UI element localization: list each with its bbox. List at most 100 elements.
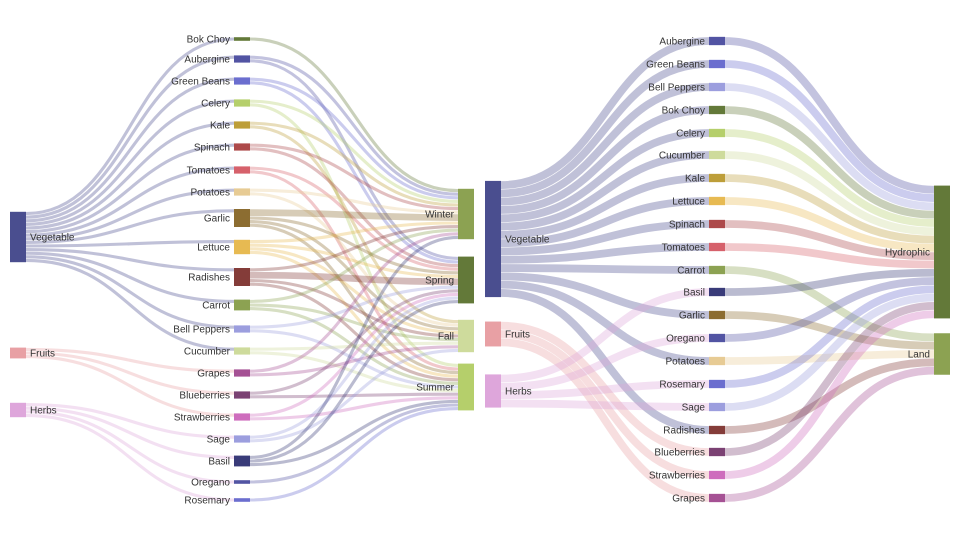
sankey-link[interactable] <box>500 334 710 391</box>
sankey-link[interactable] <box>724 366 935 502</box>
sankey-node[interactable]: Bok Choy <box>662 106 725 117</box>
node-bar[interactable] <box>709 173 725 183</box>
sankey-node[interactable]: Kale <box>685 174 725 185</box>
sankey-link[interactable] <box>249 289 459 395</box>
sankey-link[interactable] <box>500 272 710 319</box>
sankey-node[interactable]: Vegetable <box>10 211 75 263</box>
sankey-link[interactable] <box>249 125 459 324</box>
sankey-link[interactable] <box>25 99 235 226</box>
node-bar[interactable] <box>709 36 725 46</box>
sankey-link[interactable] <box>249 103 459 367</box>
sankey-link[interactable] <box>249 188 459 214</box>
node-bar[interactable] <box>234 435 250 443</box>
sankey-link[interactable] <box>25 410 235 484</box>
sankey-node[interactable]: Celery <box>201 99 250 110</box>
sankey-link[interactable] <box>249 292 459 417</box>
node-bar[interactable] <box>234 188 250 196</box>
node-bar[interactable] <box>709 59 725 69</box>
sankey-link[interactable] <box>249 341 459 351</box>
sankey-node[interactable]: Basil <box>208 455 250 468</box>
sankey-node[interactable]: Fall <box>438 319 474 353</box>
sankey-link[interactable] <box>500 129 710 223</box>
sankey-link[interactable] <box>25 121 235 230</box>
sankey-node[interactable]: Basil <box>683 288 725 299</box>
node-bar[interactable] <box>709 265 725 275</box>
node-bar[interactable] <box>934 185 950 319</box>
node-bar[interactable] <box>234 37 250 41</box>
sankey-link[interactable] <box>25 347 235 373</box>
sankey-link[interactable] <box>500 37 710 189</box>
sankey-link[interactable] <box>724 358 935 434</box>
sankey-node[interactable]: Winter <box>425 188 474 240</box>
node-bar[interactable] <box>709 196 725 206</box>
node-bar[interactable] <box>234 480 250 484</box>
sankey-link[interactable] <box>249 209 459 221</box>
node-bar[interactable] <box>934 333 950 375</box>
sankey-link[interactable] <box>500 321 710 456</box>
sankey-link[interactable] <box>25 166 235 237</box>
sankey-link[interactable] <box>249 170 459 371</box>
sankey-link[interactable] <box>724 106 935 219</box>
sankey-link[interactable] <box>249 282 459 382</box>
node-bar[interactable] <box>234 166 250 174</box>
node-bar[interactable] <box>709 287 725 297</box>
sankey-node[interactable]: Aubergine <box>184 55 250 66</box>
node-bar[interactable] <box>10 402 26 418</box>
node-bar[interactable] <box>234 391 250 399</box>
sankey-node[interactable]: Blueberries <box>654 448 725 459</box>
sankey-node[interactable]: Garlic <box>204 209 250 227</box>
node-bar[interactable] <box>458 363 474 411</box>
sankey-link[interactable] <box>249 247 459 334</box>
sankey-node[interactable]: Hydrophic <box>885 185 950 319</box>
sankey-link[interactable] <box>724 302 935 456</box>
node-bar[interactable] <box>709 356 725 366</box>
sankey-link[interactable] <box>25 77 235 223</box>
node-bar[interactable] <box>234 268 250 286</box>
sankey-link[interactable] <box>500 220 710 256</box>
node-bar[interactable] <box>709 333 725 343</box>
sankey-node[interactable]: Potatoes <box>191 188 250 199</box>
sankey-link[interactable] <box>249 243 459 278</box>
sankey-node[interactable]: Strawberries <box>174 413 250 424</box>
sankey-node[interactable]: Blueberries <box>179 391 250 402</box>
sankey-link[interactable] <box>500 330 710 479</box>
sankey-link[interactable] <box>500 243 710 264</box>
node-bar[interactable] <box>234 77 250 85</box>
node-bar[interactable] <box>234 347 250 355</box>
sankey-link[interactable] <box>249 220 459 331</box>
node-bar[interactable] <box>485 180 501 298</box>
sankey-link[interactable] <box>724 197 935 252</box>
sankey-link[interactable] <box>724 243 935 269</box>
node-bar[interactable] <box>234 498 250 502</box>
node-bar[interactable] <box>709 470 725 480</box>
sankey-node[interactable]: Land <box>908 333 950 375</box>
sankey-link[interactable] <box>249 329 459 389</box>
sankey-link[interactable] <box>249 235 459 459</box>
sankey-link[interactable] <box>500 338 710 502</box>
node-bar[interactable] <box>458 256 474 304</box>
sankey-node[interactable]: Tomatoes <box>187 166 250 177</box>
node-bar[interactable] <box>234 121 250 129</box>
sankey-link[interactable] <box>25 209 235 244</box>
node-bar[interactable] <box>234 325 250 333</box>
node-bar[interactable] <box>234 209 250 227</box>
sankey-node[interactable]: Lettuce <box>672 197 725 208</box>
sankey-node[interactable]: Green Beans <box>171 77 250 88</box>
sankey-node[interactable]: Vegetable <box>485 180 550 298</box>
node-bar[interactable] <box>485 321 501 347</box>
node-bar[interactable] <box>709 402 725 412</box>
node-bar[interactable] <box>709 493 725 503</box>
node-bar[interactable] <box>234 99 250 107</box>
sankey-link[interactable] <box>249 399 459 467</box>
sankey-link[interactable] <box>249 59 459 260</box>
sankey-link[interactable] <box>249 396 459 421</box>
sankey-node[interactable]: Radishes <box>663 426 725 437</box>
sankey-link[interactable] <box>724 60 935 202</box>
sankey-link[interactable] <box>249 296 459 439</box>
sankey-node[interactable]: Strawberries <box>649 471 725 482</box>
sankey-link[interactable] <box>724 37 935 194</box>
sankey-link[interactable] <box>724 268 935 296</box>
sankey-node[interactable]: Cucumber <box>184 347 250 358</box>
sankey-node[interactable]: Bell Peppers <box>173 325 250 336</box>
sankey-node[interactable]: Grapes <box>672 494 725 505</box>
